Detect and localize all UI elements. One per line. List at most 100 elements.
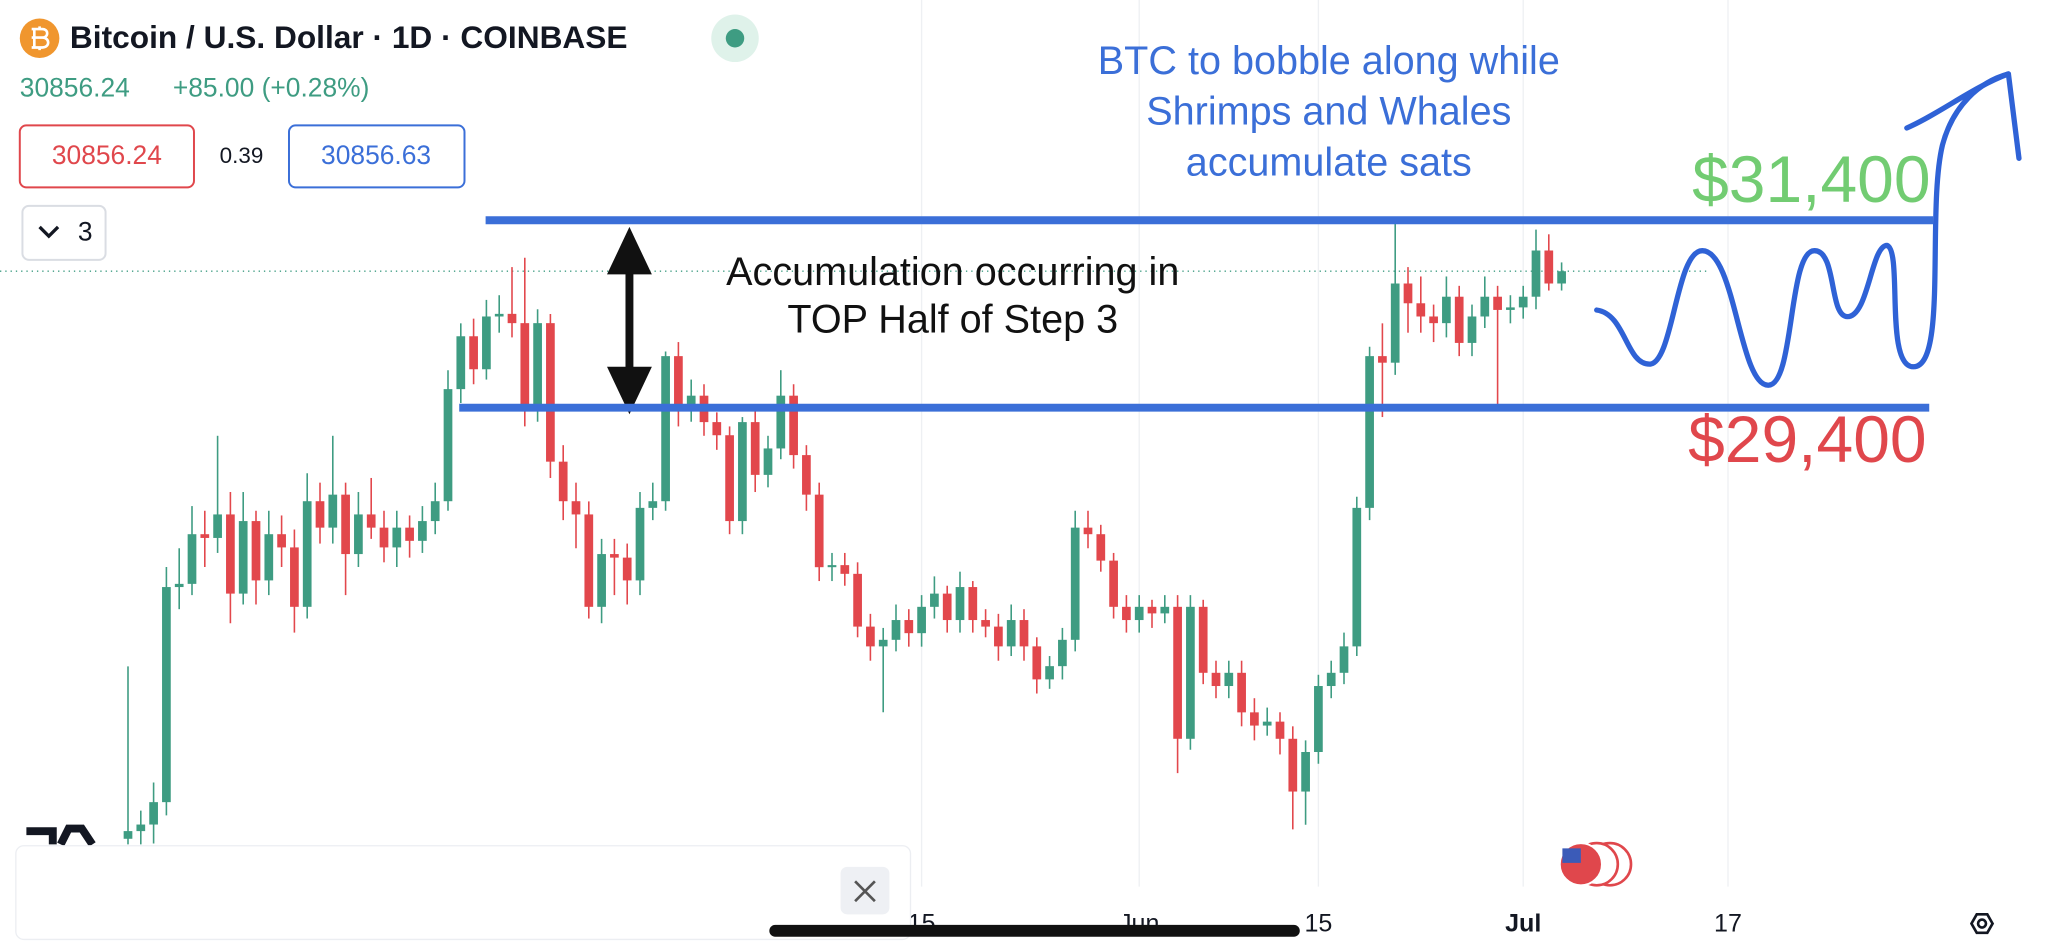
- candle-body: [1480, 296, 1490, 317]
- candle-body: [1365, 356, 1374, 508]
- candle-body: [251, 521, 261, 581]
- candle-body: [507, 313, 517, 324]
- candle-body: [1058, 639, 1067, 667]
- candle-body: [1173, 606, 1182, 739]
- candle-body: [469, 336, 478, 370]
- annotation-line: TOP Half of Step 3: [787, 297, 1118, 341]
- candles: [123, 220, 1566, 845]
- header: Bitcoin / U.S. Dollar · 1D · COINBASE 30…: [18, 14, 759, 261]
- candle-body: [686, 395, 696, 409]
- candle-body: [1544, 250, 1554, 284]
- candle-body: [1006, 620, 1016, 647]
- candle-body: [1262, 721, 1272, 726]
- candle-body: [917, 606, 926, 634]
- candle-body: [405, 527, 414, 541]
- coin-glyph: [31, 26, 50, 51]
- freehand-forecast: [1594, 71, 2022, 388]
- candle-body: [1454, 296, 1464, 343]
- candle-body: [1518, 296, 1528, 308]
- candle-body: [328, 494, 338, 528]
- candle-body: [341, 494, 350, 555]
- candle-body: [1224, 672, 1234, 687]
- candle-body: [379, 527, 389, 548]
- level-label: $31,400: [1692, 142, 1930, 216]
- candle-body: [1147, 606, 1157, 614]
- candle-body: [994, 626, 1003, 647]
- symbol-title: Bitcoin / U.S. Dollar · 1D · COINBASE: [70, 19, 628, 55]
- candle-body: [1134, 606, 1144, 621]
- candle-body: [725, 435, 734, 522]
- candle-body: [1557, 271, 1566, 284]
- candle-body: [635, 507, 645, 581]
- indicator-toggle[interactable]: [21, 204, 107, 261]
- candle-body: [354, 514, 363, 555]
- candle-body: [277, 534, 286, 548]
- candle-body: [955, 587, 965, 621]
- settings-hub: [1976, 918, 1988, 929]
- candle-body: [1339, 646, 1349, 673]
- candle-body: [661, 356, 670, 502]
- last-price: 30856.24: [20, 73, 130, 103]
- candle-body: [1288, 738, 1298, 792]
- annotation-line: Shrimps and Whales: [1146, 90, 1511, 134]
- candle-body: [1122, 606, 1131, 621]
- annotation-line: BTC to bobble along while: [1098, 39, 1560, 83]
- candle-body: [981, 620, 990, 627]
- candle-body: [520, 323, 530, 409]
- candle-body: [1301, 752, 1310, 792]
- buy-button[interactable]: [288, 124, 466, 189]
- candle-body: [738, 422, 747, 522]
- candle-body: [1416, 303, 1426, 317]
- candle-body: [213, 514, 222, 538]
- bid-price: 30856.24: [52, 140, 162, 170]
- x-tick-label: 15: [1304, 910, 1332, 938]
- candle-body: [1467, 316, 1477, 343]
- candle-body: [878, 639, 888, 647]
- candle-body: [200, 534, 210, 538]
- sell-button[interactable]: [18, 124, 195, 189]
- candle-body: [1045, 666, 1054, 680]
- candle-body: [174, 583, 184, 588]
- candle-body: [930, 593, 939, 607]
- candle-body: [366, 514, 376, 528]
- annotation-line: Accumulation occurring in: [726, 250, 1179, 294]
- candle-body: [1198, 606, 1208, 673]
- candle-body: [418, 521, 427, 541]
- candle-body: [776, 395, 786, 449]
- footer: [15, 824, 1995, 941]
- candle-body: [1109, 560, 1118, 607]
- flag-canton: [1562, 848, 1581, 863]
- candle-body: [763, 448, 773, 475]
- close-icon: [854, 880, 876, 903]
- settings-icon[interactable]: [1969, 913, 1995, 935]
- candle-body: [1096, 534, 1106, 561]
- candle-body: [302, 501, 312, 607]
- candle-body: [610, 554, 619, 558]
- candle-body: [1442, 296, 1451, 324]
- indicator-count: 3: [78, 217, 93, 247]
- range-arrow-heads: [607, 226, 652, 415]
- level-label: $29,400: [1688, 402, 1926, 476]
- candle-body: [571, 501, 581, 515]
- freehand-arrowhead: [1904, 71, 2012, 131]
- candle-body: [597, 554, 606, 607]
- candle-body: [430, 501, 440, 522]
- candle-body: [392, 527, 402, 548]
- candle-body: [1403, 283, 1413, 304]
- candle-body: [942, 593, 952, 621]
- candle-body: [827, 565, 837, 568]
- candle-body: [187, 534, 197, 584]
- candle-body: [162, 587, 171, 803]
- candle-body: [750, 422, 760, 475]
- candle-body: [648, 501, 658, 508]
- candle-body: [814, 494, 824, 568]
- x-tick-label: 17: [1714, 910, 1742, 938]
- candle-body: [712, 422, 722, 436]
- annotation-line: accumulate sats: [1186, 140, 1472, 184]
- candle-body: [1250, 712, 1259, 726]
- home-indicator: [769, 924, 1300, 937]
- candle-body: [226, 514, 235, 594]
- candle-body: [136, 824, 146, 832]
